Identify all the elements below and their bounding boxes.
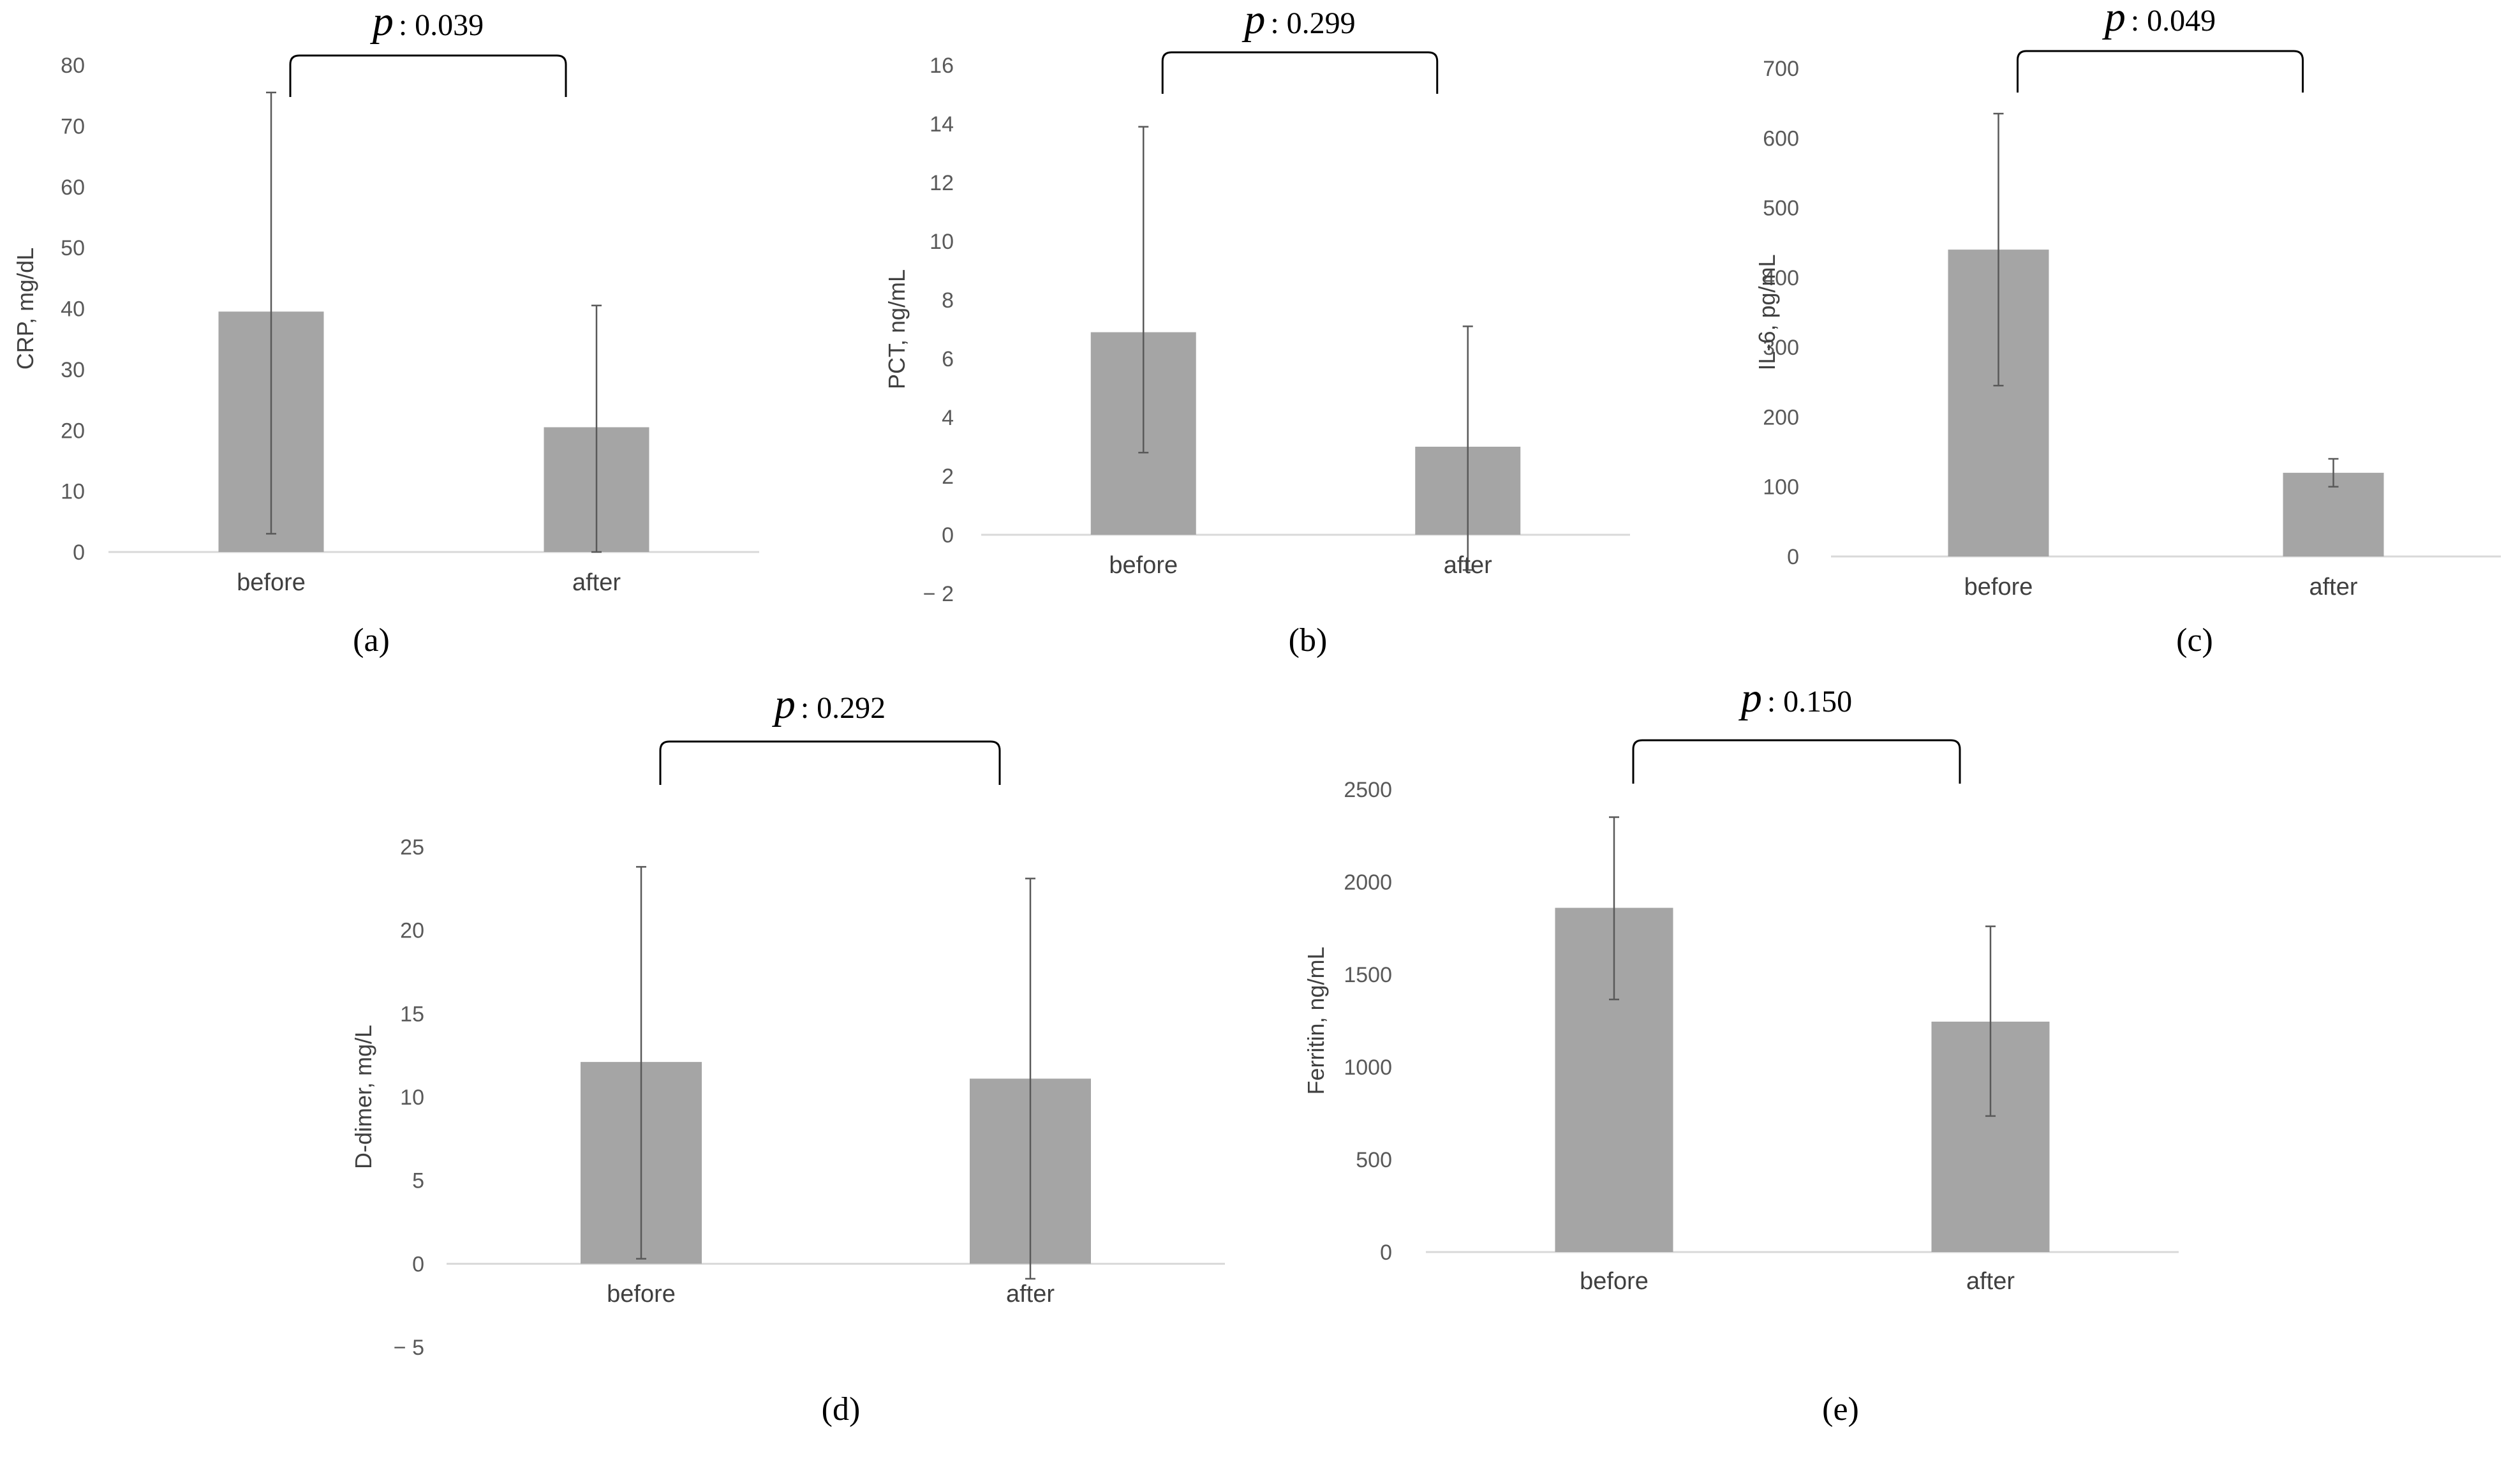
- y-tick-label: 6: [942, 347, 954, 371]
- y-tick-label: 80: [61, 54, 85, 78]
- y-tick-label: 12: [930, 171, 954, 195]
- y-tick-label: 10: [930, 230, 954, 254]
- y-tick-label: 70: [61, 114, 85, 138]
- p-value-label: p: 0.299: [1241, 0, 1355, 43]
- y-tick-label: 0: [73, 541, 85, 565]
- p-value-text: : 0.049: [2131, 4, 2216, 38]
- p-symbol: p: [1738, 675, 1762, 721]
- y-tick-label: 40: [61, 297, 85, 322]
- y-tick-label: 1000: [1344, 1055, 1392, 1080]
- p-value-label: p: 0.292: [772, 681, 886, 727]
- p-symbol: p: [370, 0, 394, 45]
- y-tick-label: 0: [942, 523, 954, 548]
- y-tick-label: − 5: [394, 1336, 424, 1360]
- category-label-after: after: [1444, 552, 1492, 579]
- y-tick-label: 10: [61, 480, 85, 504]
- panel-label: (d): [822, 1391, 861, 1428]
- chart-panel-b: − 2 0 2 4 6 8 10 12 14 16 before after PCT, ng/mL p: …: [884, 0, 1630, 659]
- y-tick-label: 0: [1787, 545, 1799, 569]
- p-value-label: p: 0.049: [2102, 0, 2216, 40]
- y-tick-label: 2000: [1344, 870, 1392, 895]
- y-axis-title: CRP, mg/dL: [12, 248, 38, 369]
- y-tick-label: 25: [400, 835, 424, 860]
- p-symbol: p: [772, 681, 796, 727]
- significance-bracket: [2017, 50, 2304, 93]
- p-symbol: p: [2102, 0, 2126, 40]
- p-value-label: p: 0.039: [370, 0, 484, 45]
- y-tick-label: 500: [1763, 197, 1799, 221]
- p-value-text: : 0.150: [1767, 685, 1852, 719]
- y-tick-label: 600: [1763, 126, 1799, 151]
- y-tick-label: 14: [930, 112, 954, 137]
- y-tick-label: 400: [1763, 266, 1799, 290]
- chart-panel-c: 0 100 200 300 400 500 600 700 before after IL-6, p…: [1754, 0, 2501, 659]
- y-tick-label: 30: [61, 358, 85, 382]
- category-label-before: before: [607, 1281, 676, 1308]
- significance-bracket: [289, 54, 567, 97]
- y-tick-label: 4: [942, 406, 954, 430]
- y-axis-title: PCT, ng/mL: [884, 269, 910, 389]
- y-axis-title: D-dimer, mg/L: [350, 1025, 376, 1169]
- y-tick-label: 8: [942, 288, 954, 313]
- y-tick-label: 700: [1763, 57, 1799, 81]
- y-tick-label: 10: [400, 1085, 424, 1110]
- p-value-text: : 0.039: [399, 8, 484, 42]
- significance-bracket: [659, 740, 1001, 785]
- p-value-text: : 0.292: [801, 691, 886, 725]
- y-tick-label: 20: [400, 919, 424, 943]
- panel-label: (b): [1289, 622, 1328, 659]
- panel-label: (c): [2176, 622, 2213, 659]
- category-label-after: after: [1006, 1281, 1055, 1308]
- y-tick-label: 2: [942, 465, 954, 489]
- category-label-after: after: [2309, 574, 2357, 600]
- significance-bracket: [1632, 739, 1961, 784]
- category-label-before: before: [1580, 1268, 1649, 1295]
- p-value-text: : 0.299: [1270, 6, 1355, 40]
- y-tick-label: − 2: [923, 582, 954, 606]
- y-tick-label: 300: [1763, 336, 1799, 360]
- category-label-before: before: [237, 569, 306, 596]
- category-label-after: after: [1966, 1268, 2015, 1295]
- y-tick-label: 60: [61, 175, 85, 200]
- chart-panel-e: 0 500 1000 1500 2000 2500 before after Ferritin,…: [1303, 675, 2179, 1428]
- y-tick-label: 5: [412, 1169, 424, 1193]
- y-tick-label: 0: [412, 1252, 424, 1276]
- category-label-before: before: [1109, 552, 1178, 579]
- y-axis-title: IL-6, pg/mL: [1754, 254, 1780, 370]
- y-tick-label: 0: [1380, 1241, 1392, 1265]
- significance-bracket: [1161, 51, 1439, 94]
- y-tick-label: 1500: [1344, 963, 1392, 987]
- y-tick-label: 200: [1763, 405, 1799, 429]
- y-tick-label: 20: [61, 419, 85, 443]
- y-tick-label: 16: [930, 54, 954, 78]
- y-tick-label: 500: [1356, 1148, 1392, 1172]
- y-axis-title: Ferritin, ng/mL: [1303, 946, 1329, 1094]
- p-value-label: p: 0.150: [1738, 675, 1852, 721]
- chart-panel-d: − 5 0 5 10 15 20 25 before after D-dimer, mg/L p: …: [350, 681, 1225, 1428]
- panel-label: (e): [1822, 1391, 1859, 1428]
- p-symbol: p: [1241, 0, 1265, 43]
- panel-label: (a): [353, 622, 390, 659]
- y-tick-label: 100: [1763, 475, 1799, 500]
- chart-panel-a: 0 10 20 30 40 50 60 70 80 before after CRP, mg/dL p:…: [12, 0, 759, 659]
- y-tick-label: 2500: [1344, 778, 1392, 802]
- category-label-after: after: [572, 569, 621, 596]
- y-tick-label: 50: [61, 236, 85, 260]
- y-tick-label: 15: [400, 1002, 424, 1026]
- category-label-before: before: [1964, 574, 2033, 600]
